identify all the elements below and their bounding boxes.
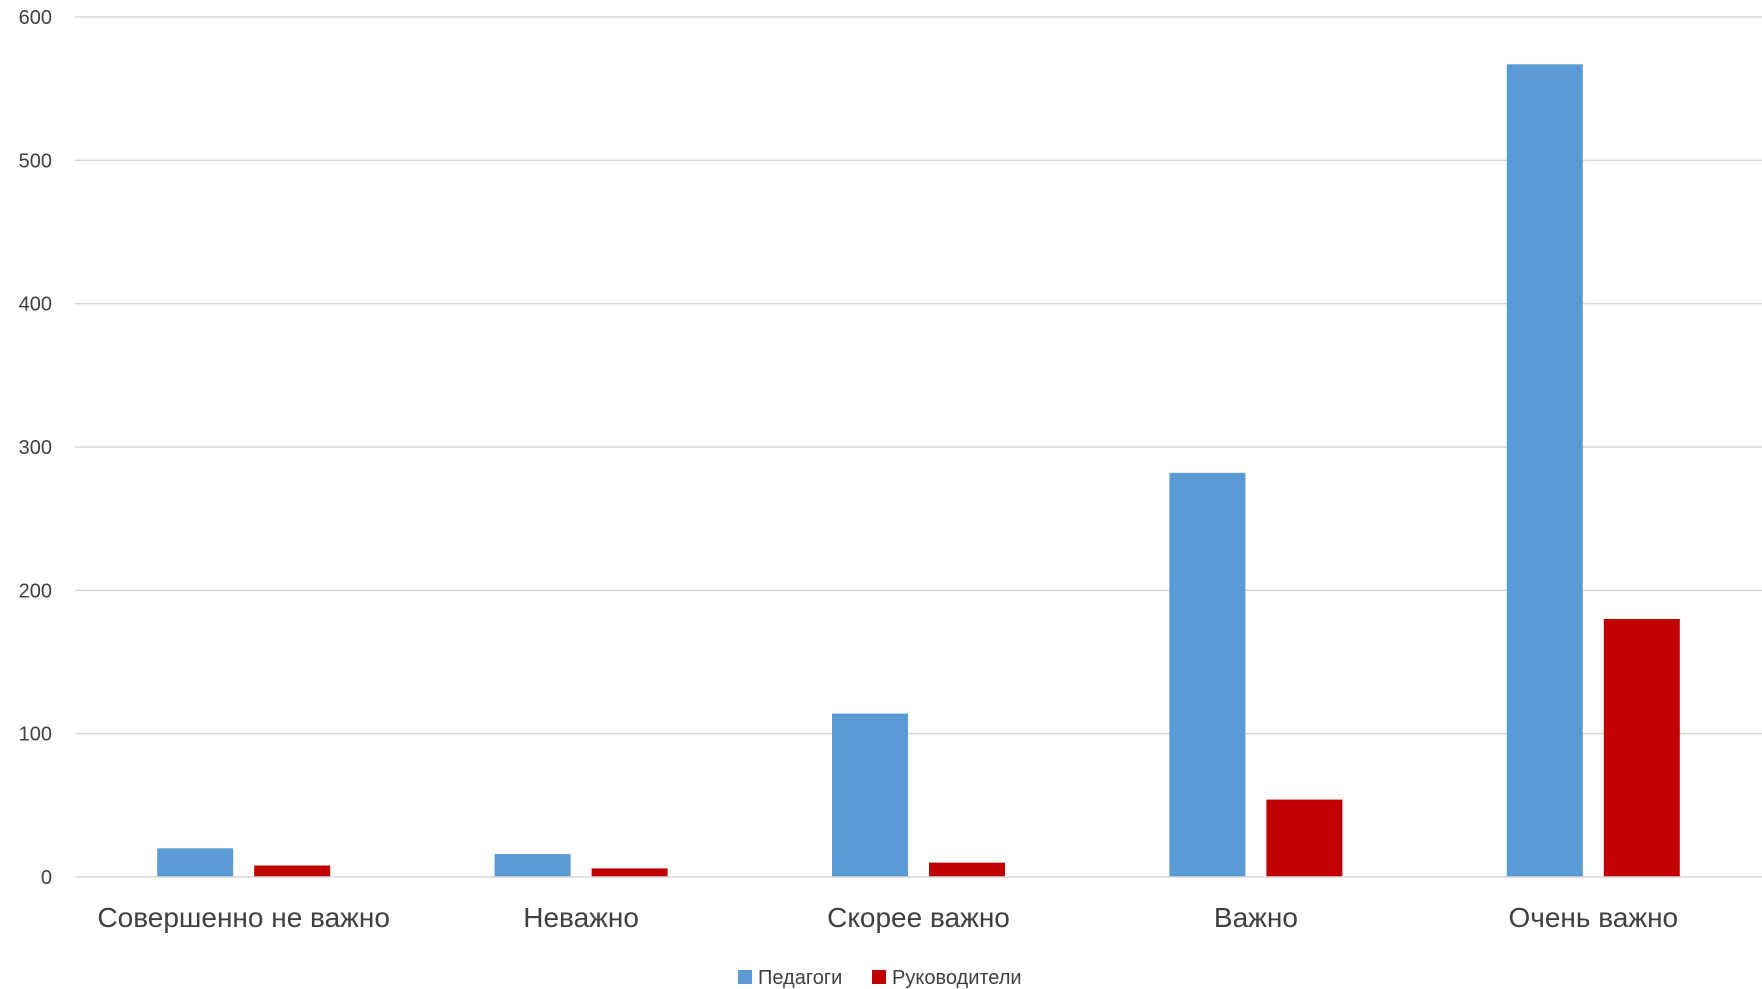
- gridlines: [75, 16, 1762, 735]
- legend-label: Руководители: [892, 967, 1022, 989]
- y-axis-ticks: 0 100 200 300 400 500 600: [19, 7, 52, 889]
- y-tick-label: 500: [19, 150, 52, 172]
- bar-rukovoditeli-0: [254, 865, 331, 877]
- bar-pedagogi-0: [157, 848, 234, 877]
- x-category-label: Важно: [1214, 902, 1298, 933]
- bar-rukovoditeli-1: [591, 868, 668, 877]
- x-category-label: Очень важно: [1508, 902, 1678, 933]
- bar-pedagogi-4: [1506, 64, 1583, 878]
- x-category-label: Совершенно не важно: [97, 902, 390, 933]
- bar-rukovoditeli-4: [1603, 619, 1680, 877]
- bar-pedagogi-2: [832, 713, 908, 877]
- y-tick-label: 400: [19, 294, 52, 316]
- legend: Педагоги Руководители: [738, 967, 1022, 989]
- bar-pedagogi-1: [494, 854, 571, 877]
- x-category-label: Неважно: [523, 902, 639, 933]
- legend-swatch: [738, 970, 752, 984]
- y-tick-label: 100: [19, 724, 52, 746]
- bar-rukovoditeli-3: [1266, 799, 1343, 877]
- y-tick-label: 200: [19, 580, 52, 602]
- bar-pedagogi-3: [1169, 472, 1246, 877]
- x-category-label: Скорее важно: [827, 902, 1010, 933]
- bar-rukovoditeli-2: [929, 862, 1005, 877]
- legend-label: Педагоги: [758, 967, 842, 989]
- y-tick-label: 0: [41, 867, 52, 889]
- bars: [157, 64, 1680, 878]
- legend-swatch: [872, 970, 886, 984]
- y-tick-label: 300: [19, 437, 52, 459]
- y-tick-label: 600: [19, 7, 52, 29]
- x-axis-labels: Совершенно не важно Неважно Скорее важно Ва…: [97, 902, 1678, 933]
